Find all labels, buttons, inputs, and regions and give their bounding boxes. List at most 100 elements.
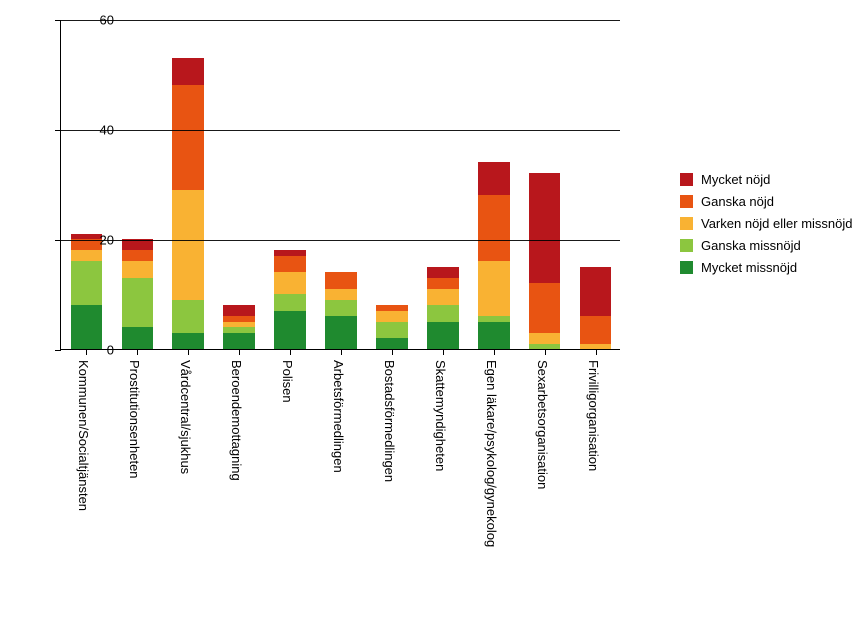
bar-segment	[274, 311, 306, 350]
y-tick-label: 20	[84, 233, 114, 248]
bar-segment	[580, 267, 612, 317]
bar-segment	[172, 190, 204, 300]
legend-label: Mycket nöjd	[701, 172, 770, 187]
y-tick-label: 40	[84, 123, 114, 138]
bar	[223, 305, 255, 349]
x-tick-mark	[545, 349, 546, 355]
x-tick-mark	[239, 349, 240, 355]
bar-segment	[325, 272, 357, 289]
bar-segment	[427, 305, 459, 322]
bar	[274, 250, 306, 349]
bar-segment	[427, 278, 459, 289]
legend-label: Varken nöjd eller missnöjd	[701, 216, 853, 231]
bar-segment	[223, 305, 255, 316]
legend-item: Ganska missnöjd	[680, 236, 853, 254]
x-tick-label: Frivilligorganisation	[586, 360, 601, 471]
bar-segment	[122, 250, 154, 261]
x-tick-mark	[188, 349, 189, 355]
bar-segment	[172, 58, 204, 86]
chart-container: Kommunen/Socialtjänsten Prostitutionsenhe…	[20, 10, 640, 620]
bar-segment	[529, 173, 561, 283]
x-tick-mark	[443, 349, 444, 355]
plot-area	[60, 20, 620, 350]
y-tick-label: 0	[84, 343, 114, 358]
bar-segment	[427, 289, 459, 306]
x-tick-mark	[392, 349, 393, 355]
bar-segment	[325, 289, 357, 300]
bar-segment	[478, 162, 510, 195]
x-tick-mark	[494, 349, 495, 355]
bar-segment	[529, 333, 561, 344]
bar-segment	[71, 250, 103, 261]
legend-swatch	[680, 261, 693, 274]
x-tick-mark	[290, 349, 291, 355]
legend-item: Varken nöjd eller missnöjd	[680, 214, 853, 232]
legend-item: Mycket nöjd	[680, 170, 853, 188]
bar-segment	[478, 261, 510, 316]
bar-segment	[172, 300, 204, 333]
legend-swatch	[680, 217, 693, 230]
x-tick-label: Egen läkare/psykolog/gynekolog	[484, 360, 499, 547]
x-tick-label: Kommunen/Socialtjänsten	[76, 360, 91, 511]
bar-segment	[427, 267, 459, 278]
legend-swatch	[680, 239, 693, 252]
legend-swatch	[680, 173, 693, 186]
legend-swatch	[680, 195, 693, 208]
bar-segment	[122, 278, 154, 328]
x-tick-mark	[341, 349, 342, 355]
bar-segment	[325, 300, 357, 317]
bar-segment	[580, 316, 612, 344]
bar-segment	[71, 261, 103, 305]
gridline	[61, 130, 620, 131]
bar-segment	[122, 327, 154, 349]
x-tick-label: Polisen	[280, 360, 295, 403]
bar	[376, 305, 408, 349]
x-tick-label: Sexarbetsorganisation	[535, 360, 550, 489]
bar-segment	[427, 322, 459, 350]
bar-segment	[478, 195, 510, 261]
gridline	[61, 20, 620, 21]
bar-segment	[274, 256, 306, 273]
bar-segment	[478, 322, 510, 350]
bar-segment	[223, 333, 255, 350]
bar-segment	[325, 316, 357, 349]
bar	[325, 272, 357, 349]
x-tick-label: Prostitutionsenheten	[127, 360, 142, 479]
bar-segment	[122, 261, 154, 278]
bar-segment	[529, 283, 561, 333]
bar	[122, 239, 154, 349]
x-tick-label: Vårdcentral/sjukhus	[178, 360, 193, 474]
bar-segment	[376, 338, 408, 349]
bar-segment	[274, 272, 306, 294]
bar	[427, 267, 459, 350]
y-tick-mark	[55, 130, 61, 131]
bar	[71, 234, 103, 350]
legend-label: Ganska missnöjd	[701, 238, 801, 253]
legend-item: Ganska nöjd	[680, 192, 853, 210]
x-tick-label: Beroendemottagning	[229, 360, 244, 481]
bar	[172, 58, 204, 350]
legend-label: Ganska nöjd	[701, 194, 774, 209]
bar-segment	[376, 311, 408, 322]
y-tick-mark	[55, 240, 61, 241]
x-tick-label: Bostadsförmedlingen	[382, 360, 397, 482]
legend-label: Mycket missnöjd	[701, 260, 797, 275]
x-axis-labels: Kommunen/Socialtjänsten Prostitutionsenhe…	[60, 360, 620, 630]
y-tick-label: 60	[84, 13, 114, 28]
bars-group	[61, 20, 620, 349]
bar-segment	[376, 322, 408, 339]
bar-segment	[172, 85, 204, 190]
bar	[529, 173, 561, 349]
legend-item: Mycket missnöjd	[680, 258, 853, 276]
x-tick-mark	[137, 349, 138, 355]
y-tick-mark	[55, 20, 61, 21]
y-tick-mark	[55, 350, 61, 351]
bar	[478, 162, 510, 349]
legend: Mycket nöjd Ganska nöjd Varken nöjd eller …	[680, 170, 853, 280]
x-tick-mark	[596, 349, 597, 355]
bar-segment	[274, 294, 306, 311]
bar	[580, 267, 612, 350]
x-tick-label: Skattemyndigheten	[433, 360, 448, 471]
x-tick-label: Arbetsförmedlingen	[331, 360, 346, 473]
bar-segment	[172, 333, 204, 350]
